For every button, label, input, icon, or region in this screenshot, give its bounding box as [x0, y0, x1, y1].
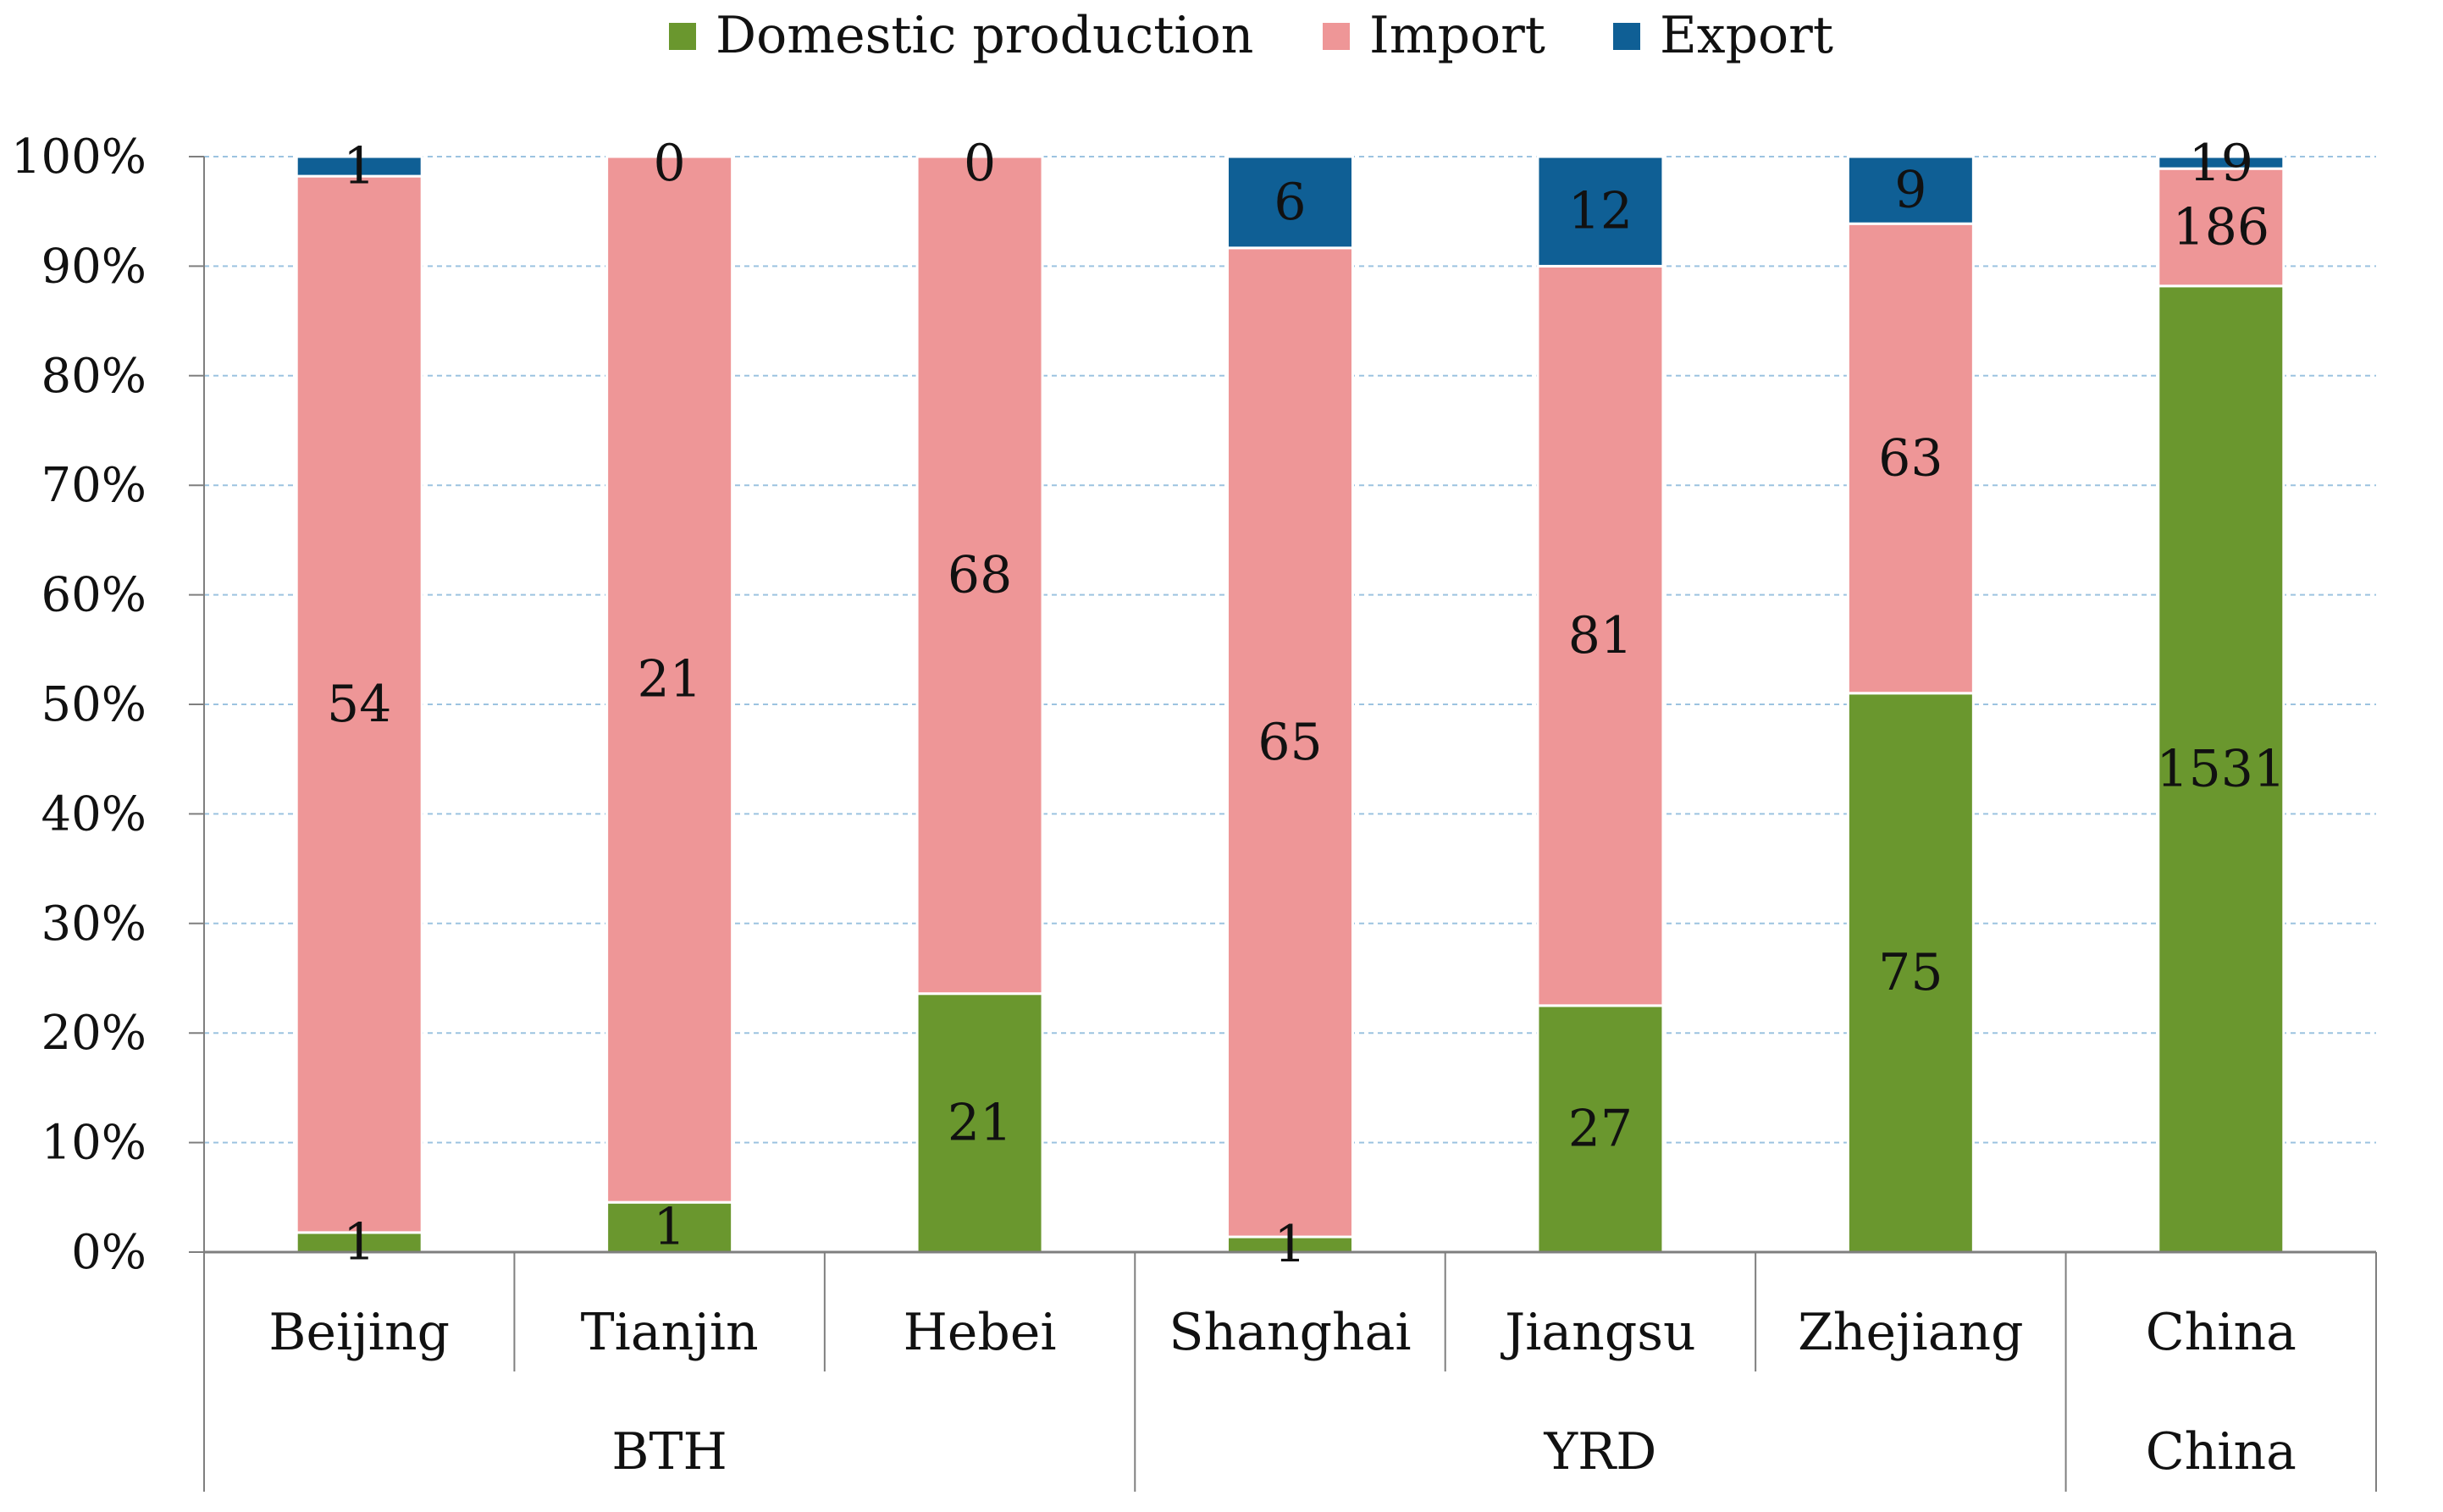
bar-segment-export — [1226, 155, 1354, 250]
data-label: 0 — [654, 134, 686, 193]
y-tick-label: 90% — [41, 239, 146, 294]
group-label: YRD — [1543, 1422, 1656, 1482]
x-category-label: Zhejiang — [1798, 1303, 2023, 1362]
y-tick-label: 40% — [41, 786, 146, 842]
bar-segment-export — [295, 155, 423, 178]
data-label: 1 — [343, 1212, 375, 1272]
y-tick-label: 10% — [41, 1116, 146, 1171]
gridlines — [204, 156, 2376, 1144]
data-label: 21 — [948, 1093, 1012, 1152]
data-label: 1 — [1274, 1215, 1306, 1274]
axes — [189, 156, 2377, 1492]
data-label: 19 — [2189, 134, 2253, 193]
data-label: 27 — [1568, 1099, 1633, 1158]
x-category-labels: Beijing Tianjin Hebei Shanghai Jiangsu Zhejia… — [268, 1303, 2296, 1482]
y-tick-labels: 0% 10% 20% 30% 40% 50% 60% 70% 80% 90% 100% — [11, 130, 146, 1280]
data-label: 75 — [1878, 943, 1943, 1002]
bar-segment-export — [1536, 155, 1665, 268]
legend-swatch — [1323, 23, 1350, 50]
legend-label: Import — [1369, 6, 1545, 65]
data-label: 12 — [1568, 182, 1633, 241]
legend-label: Export — [1660, 6, 1833, 65]
legend-swatch — [669, 23, 696, 50]
bar-segment-export — [2157, 155, 2285, 170]
bar-segment-import — [915, 155, 1044, 996]
data-label: 186 — [2173, 197, 2270, 257]
bar-segment-export — [1846, 155, 1975, 225]
data-label: 81 — [1568, 606, 1633, 665]
bar-segment-import — [605, 155, 734, 1204]
data-label: 0 — [964, 134, 996, 193]
y-tick-label: 60% — [41, 568, 146, 623]
group-label: BTH — [611, 1422, 727, 1482]
data-label: 68 — [948, 545, 1012, 604]
x-category-label: Beijing — [268, 1303, 450, 1362]
y-tick-label: 100% — [11, 130, 146, 185]
x-category-label: Shanghai — [1169, 1303, 1411, 1362]
x-category-label: Hebei — [904, 1303, 1057, 1362]
y-tick-label: 50% — [41, 677, 146, 732]
legend: Domestic production Import Export — [669, 6, 1833, 65]
x-category-label: Jiangsu — [1500, 1303, 1696, 1362]
legend-label: Domestic production — [716, 6, 1253, 65]
data-label: 21 — [637, 650, 701, 709]
data-label: 63 — [1878, 429, 1943, 488]
data-label: 1 — [343, 137, 375, 196]
legend-swatch — [1613, 23, 1640, 50]
data-label: 1 — [654, 1198, 686, 1257]
y-tick-label: 30% — [41, 897, 146, 952]
data-label: 6 — [1274, 173, 1306, 232]
data-label: 54 — [327, 675, 391, 734]
x-category-label: Tianjin — [581, 1303, 759, 1362]
bar-segment-domestic-production — [2157, 284, 2285, 1254]
bars — [295, 155, 2285, 1254]
bar-segment-import — [1536, 264, 1665, 1007]
data-label: 1531 — [2156, 739, 2285, 798]
bar-segment-domestic-production — [1846, 692, 1975, 1254]
y-tick-label: 0% — [71, 1225, 146, 1280]
x-category-label: China — [2146, 1303, 2297, 1362]
y-tick-label: 20% — [41, 1006, 146, 1061]
y-tick-label: 80% — [41, 349, 146, 404]
data-label: 9 — [1894, 161, 1926, 220]
bar-segment-import — [1846, 222, 1975, 695]
data-label: 65 — [1257, 713, 1322, 772]
group-label: China — [2146, 1422, 2297, 1482]
y-tick-label: 70% — [41, 458, 146, 513]
